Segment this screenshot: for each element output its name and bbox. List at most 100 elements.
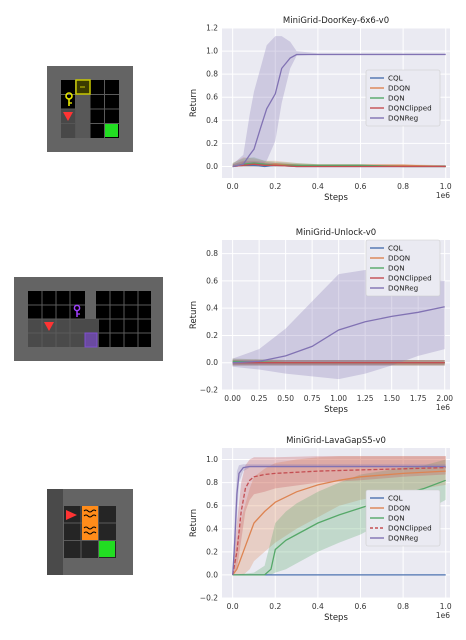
y-tick-label: 0.4 <box>206 524 218 533</box>
legend-label-ddqn: DDQN <box>388 254 410 263</box>
y-tick-label: 0.8 <box>206 70 218 79</box>
x-tick-label: 0.6 <box>355 182 367 191</box>
x-tick-label: 1.0 <box>440 182 452 191</box>
legend-label-dqnreg: DQNReg <box>388 534 418 543</box>
legend-label-dqn: DQN <box>388 94 405 103</box>
red-agent <box>44 322 54 331</box>
y-tick-label: 0.0 <box>206 162 218 171</box>
x-tick-label: 0.75 <box>304 394 321 403</box>
series-line-dqnclipped <box>232 163 446 168</box>
legend-label-dqnclipped: DQNClipped <box>388 274 432 283</box>
legend-box <box>365 69 441 127</box>
x-offset-label: 1e6 <box>436 611 450 620</box>
y-tick-label: 0.2 <box>206 547 218 556</box>
series-line-dqnreg <box>232 465 446 575</box>
x-tick-label: 1.75 <box>410 394 427 403</box>
x-tick-label: 1.00 <box>330 394 347 403</box>
x-tick-label: 0.4 <box>312 182 324 191</box>
band-dqn <box>232 459 446 575</box>
chart-title: MiniGrid-LavaGapS5-v0 <box>286 436 386 446</box>
y-axis-label: Return <box>189 509 199 537</box>
y-tick-label: −0.2 <box>200 386 218 395</box>
y-tick-label: −0.2 <box>200 594 218 603</box>
doorkey-env-image <box>47 66 133 152</box>
x-tick-label: 0.6 <box>355 602 367 611</box>
orange-lava <box>82 506 98 540</box>
x-tick-label: 0.0 <box>227 182 239 191</box>
band-ddqn <box>232 358 445 366</box>
x-offset-label: 1e6 <box>436 403 450 412</box>
y-tick-label: 1.2 <box>206 24 218 33</box>
legend-label-ddqn: DDQN <box>388 504 410 513</box>
x-tick-label: 0.25 <box>251 394 268 403</box>
y-tick-label: 0.2 <box>206 331 218 340</box>
series-line-ddqn <box>232 470 446 576</box>
green-goal <box>105 124 118 137</box>
env-wall-shade <box>47 489 63 575</box>
red-agent <box>63 112 73 121</box>
x-axis-label: Steps <box>324 405 348 415</box>
chart-title: MiniGrid-DoorKey-6x6-v0 <box>283 16 389 26</box>
y-tick-label: 0.8 <box>206 249 218 258</box>
band-dqn <box>232 358 445 366</box>
legend-label-cql: CQL <box>388 494 403 503</box>
env-grid-lines <box>28 291 151 347</box>
unlock-env-image <box>14 277 163 361</box>
chart-doorkey: 0.0 0.2 0.4 0.6 0.8 1.0 0.0 0.2 0.4 0.6 0.8 1.0 1.2 M… <box>189 16 452 203</box>
yellow-key <box>65 92 73 106</box>
x-axis-label: Steps <box>324 613 348 623</box>
chart-lavagap: 0.0 0.2 0.4 0.6 0.8 1.0 −0.2 0.0 0.2 0.4 0.6 0.8 1.0… <box>189 436 452 623</box>
purple-key <box>73 304 81 317</box>
purple-door <box>84 332 98 348</box>
y-tick-label: 0.0 <box>206 358 218 367</box>
y-tick-label: 0.8 <box>206 478 218 487</box>
x-tick-label: 1.25 <box>357 394 374 403</box>
series-line-dqnreg <box>232 53 446 168</box>
x-axis-label: Steps <box>324 193 348 203</box>
x-tick-label: 0.50 <box>277 394 294 403</box>
y-tick-label: 1.0 <box>206 455 218 464</box>
green-goal <box>99 541 115 557</box>
x-tick-label: 0.00 <box>224 394 241 403</box>
chart-unlock: 0.00 0.25 0.50 0.75 1.00 1.25 1.50 1.75 2.00 −0.2… <box>189 228 453 415</box>
x-tick-label: 1.0 <box>440 602 452 611</box>
red-agent <box>66 510 77 520</box>
y-tick-label: 1.0 <box>206 47 218 56</box>
band-dqnreg <box>232 36 446 167</box>
x-tick-label: 0.4 <box>312 602 324 611</box>
y-tick-label: 0.2 <box>206 139 218 148</box>
lavagap-env-image <box>47 489 133 575</box>
series-line-dqnclipped <box>232 466 446 576</box>
legend-label-dqnclipped: DQNClipped <box>388 104 432 113</box>
chart-title: MiniGrid-Unlock-v0 <box>296 228 376 238</box>
y-tick-label: 0.0 <box>206 570 218 579</box>
legend-box <box>365 489 441 547</box>
y-tick-label: 0.4 <box>206 304 218 313</box>
confidence-bands <box>232 456 446 575</box>
y-axis-label: Return <box>189 301 199 329</box>
series-line-dqnreg <box>232 306 445 364</box>
x-tick-label: 0.2 <box>269 602 281 611</box>
y-tick-label: 0.4 <box>206 116 218 125</box>
x-tick-label: 2.00 <box>436 394 453 403</box>
legend-box <box>365 239 441 297</box>
legend-label-cql: CQL <box>388 244 403 253</box>
legend-label-dqnclipped: DQNClipped <box>388 524 432 533</box>
y-axis-label: Return <box>189 89 199 117</box>
y-tick-label: 0.6 <box>206 93 218 102</box>
legend-label-cql: CQL <box>388 74 403 83</box>
x-tick-label: 0.8 <box>397 182 409 191</box>
x-tick-label: 0.8 <box>397 602 409 611</box>
legend-label-dqnreg: DQNReg <box>388 114 418 123</box>
x-tick-label: 0.2 <box>269 182 281 191</box>
x-tick-label: 1.50 <box>383 394 400 403</box>
band-ddqn <box>232 456 446 575</box>
band-dqnreg <box>232 270 445 380</box>
legend-label-dqn: DQN <box>388 264 405 273</box>
legend-label-dqn: DQN <box>388 514 405 523</box>
legend-label-ddqn: DDQN <box>388 84 410 93</box>
y-tick-label: 0.6 <box>206 501 218 510</box>
